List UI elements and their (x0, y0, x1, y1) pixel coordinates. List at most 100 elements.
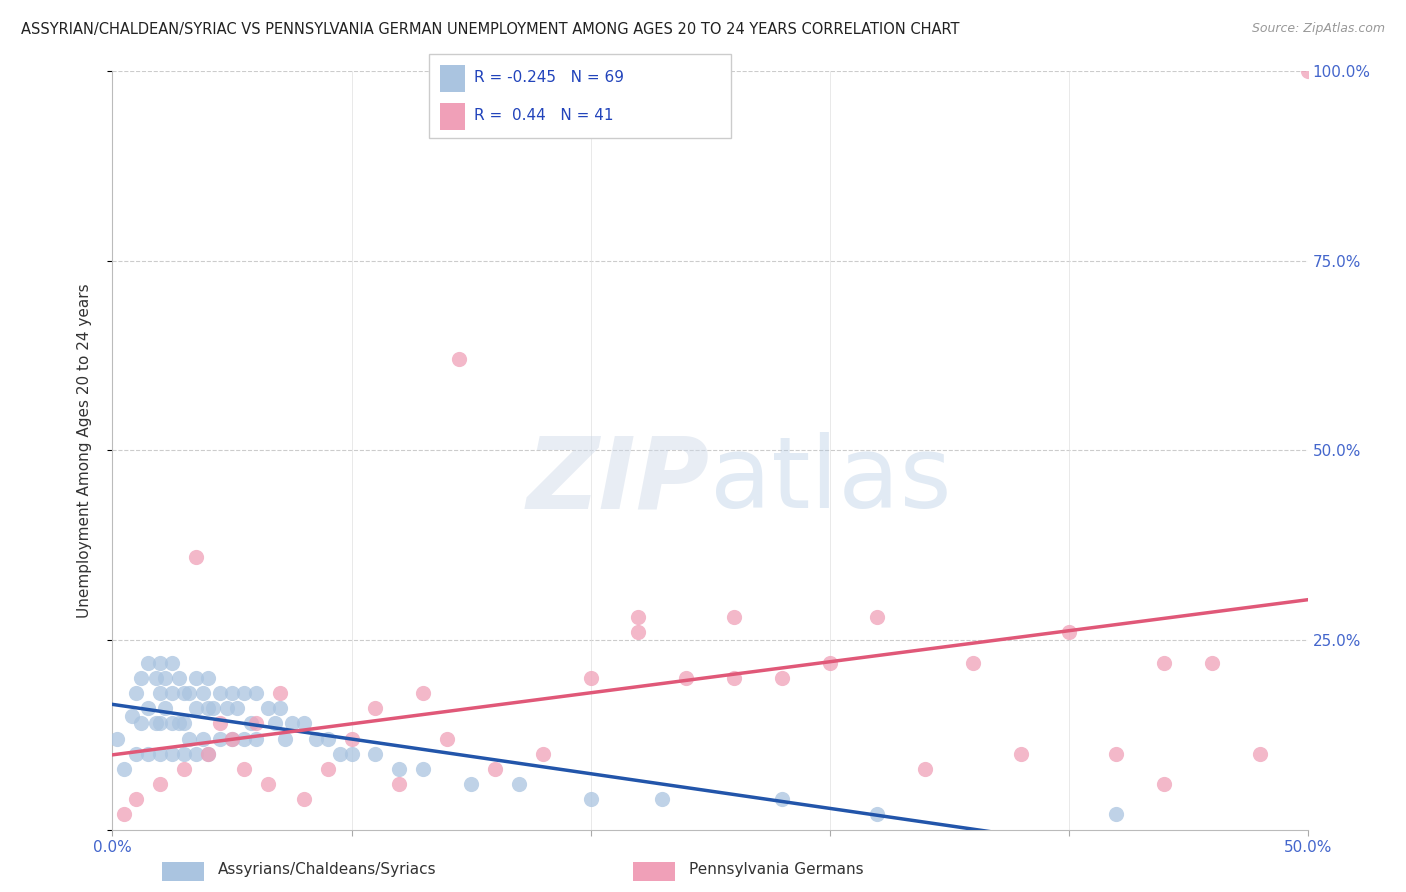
Point (316, 762, 339, 776)
Point (162, 686, 183, 700)
Point (579, 792, 602, 806)
Point (233, 731, 256, 746)
Point (173, 716, 195, 731)
Point (125, 686, 148, 700)
Point (447, 352, 470, 367)
Point (129, 716, 152, 731)
Point (245, 731, 267, 746)
Point (162, 747, 183, 761)
Point (305, 731, 328, 746)
Point (138, 656, 160, 670)
Point (1153, 777, 1175, 791)
Text: atlas: atlas (710, 433, 952, 529)
Point (169, 716, 191, 731)
Point (197, 747, 219, 761)
Point (436, 731, 458, 746)
Point (186, 549, 208, 564)
Point (1296, 64, 1319, 78)
Point (245, 686, 267, 700)
Point (193, 731, 215, 746)
Point (770, 671, 793, 685)
Point (169, 671, 191, 685)
Text: ZIP: ZIP (527, 433, 710, 529)
Point (460, 777, 482, 791)
Point (1057, 625, 1080, 640)
Point (209, 731, 232, 746)
Text: ASSYRIAN/CHALDEAN/SYRIAC VS PENNSYLVANIA GERMAN UNEMPLOYMENT AMONG AGES 20 TO 24: ASSYRIAN/CHALDEAN/SYRIAC VS PENNSYLVANIA… (21, 22, 959, 37)
Point (388, 777, 411, 791)
Point (292, 716, 315, 731)
Point (186, 671, 208, 685)
Point (1153, 656, 1175, 670)
Point (579, 671, 602, 685)
Point (209, 686, 232, 700)
Point (129, 671, 152, 685)
Point (225, 701, 247, 715)
Point (627, 610, 650, 624)
Point (531, 747, 554, 761)
Point (914, 762, 936, 776)
Point (197, 701, 219, 715)
Point (257, 777, 280, 791)
Point (173, 747, 195, 761)
Point (240, 716, 263, 731)
Point (675, 671, 697, 685)
Point (233, 686, 256, 700)
Point (149, 777, 172, 791)
Point (201, 701, 224, 715)
Point (221, 686, 243, 700)
Text: R = -0.245   N = 69: R = -0.245 N = 69 (474, 70, 624, 85)
Point (1010, 747, 1032, 761)
Point (269, 686, 291, 700)
Point (364, 747, 387, 761)
Point (197, 747, 219, 761)
Point (329, 747, 352, 761)
Point (627, 625, 650, 640)
Point (121, 708, 143, 723)
Text: Assyrians/Chaldeans/Syriacs: Assyrians/Chaldeans/Syriacs (218, 863, 436, 877)
Point (145, 716, 167, 731)
Point (770, 792, 793, 806)
Point (153, 701, 176, 715)
Point (723, 671, 745, 685)
Point (245, 716, 267, 731)
Y-axis label: Unemployment Among Ages 20 to 24 years: Unemployment Among Ages 20 to 24 years (77, 283, 91, 618)
Point (508, 777, 530, 791)
Point (149, 747, 172, 761)
Point (217, 701, 239, 715)
Point (316, 731, 339, 746)
Text: Source: ZipAtlas.com: Source: ZipAtlas.com (1251, 22, 1385, 36)
Point (257, 701, 280, 715)
Point (269, 701, 291, 715)
Point (866, 610, 889, 624)
Point (138, 747, 160, 761)
Point (173, 762, 195, 776)
Point (273, 731, 295, 746)
Point (412, 686, 434, 700)
Point (221, 731, 243, 746)
Point (364, 701, 387, 715)
Point (197, 671, 219, 685)
Text: R =  0.44   N = 41: R = 0.44 N = 41 (474, 108, 613, 123)
Point (340, 747, 363, 761)
Point (292, 792, 315, 806)
Point (145, 671, 167, 685)
Point (1201, 656, 1223, 670)
Text: Pennsylvania Germans: Pennsylvania Germans (689, 863, 863, 877)
Point (1105, 807, 1128, 822)
Point (412, 762, 434, 776)
Point (818, 656, 841, 670)
Point (264, 716, 287, 731)
Point (138, 701, 160, 715)
Point (149, 716, 172, 731)
Point (149, 686, 172, 700)
Point (484, 762, 506, 776)
Point (105, 731, 128, 746)
Point (340, 731, 363, 746)
Point (153, 671, 176, 685)
Point (149, 656, 172, 670)
Point (177, 686, 200, 700)
Point (1249, 747, 1271, 761)
Point (962, 656, 984, 670)
Point (173, 686, 195, 700)
